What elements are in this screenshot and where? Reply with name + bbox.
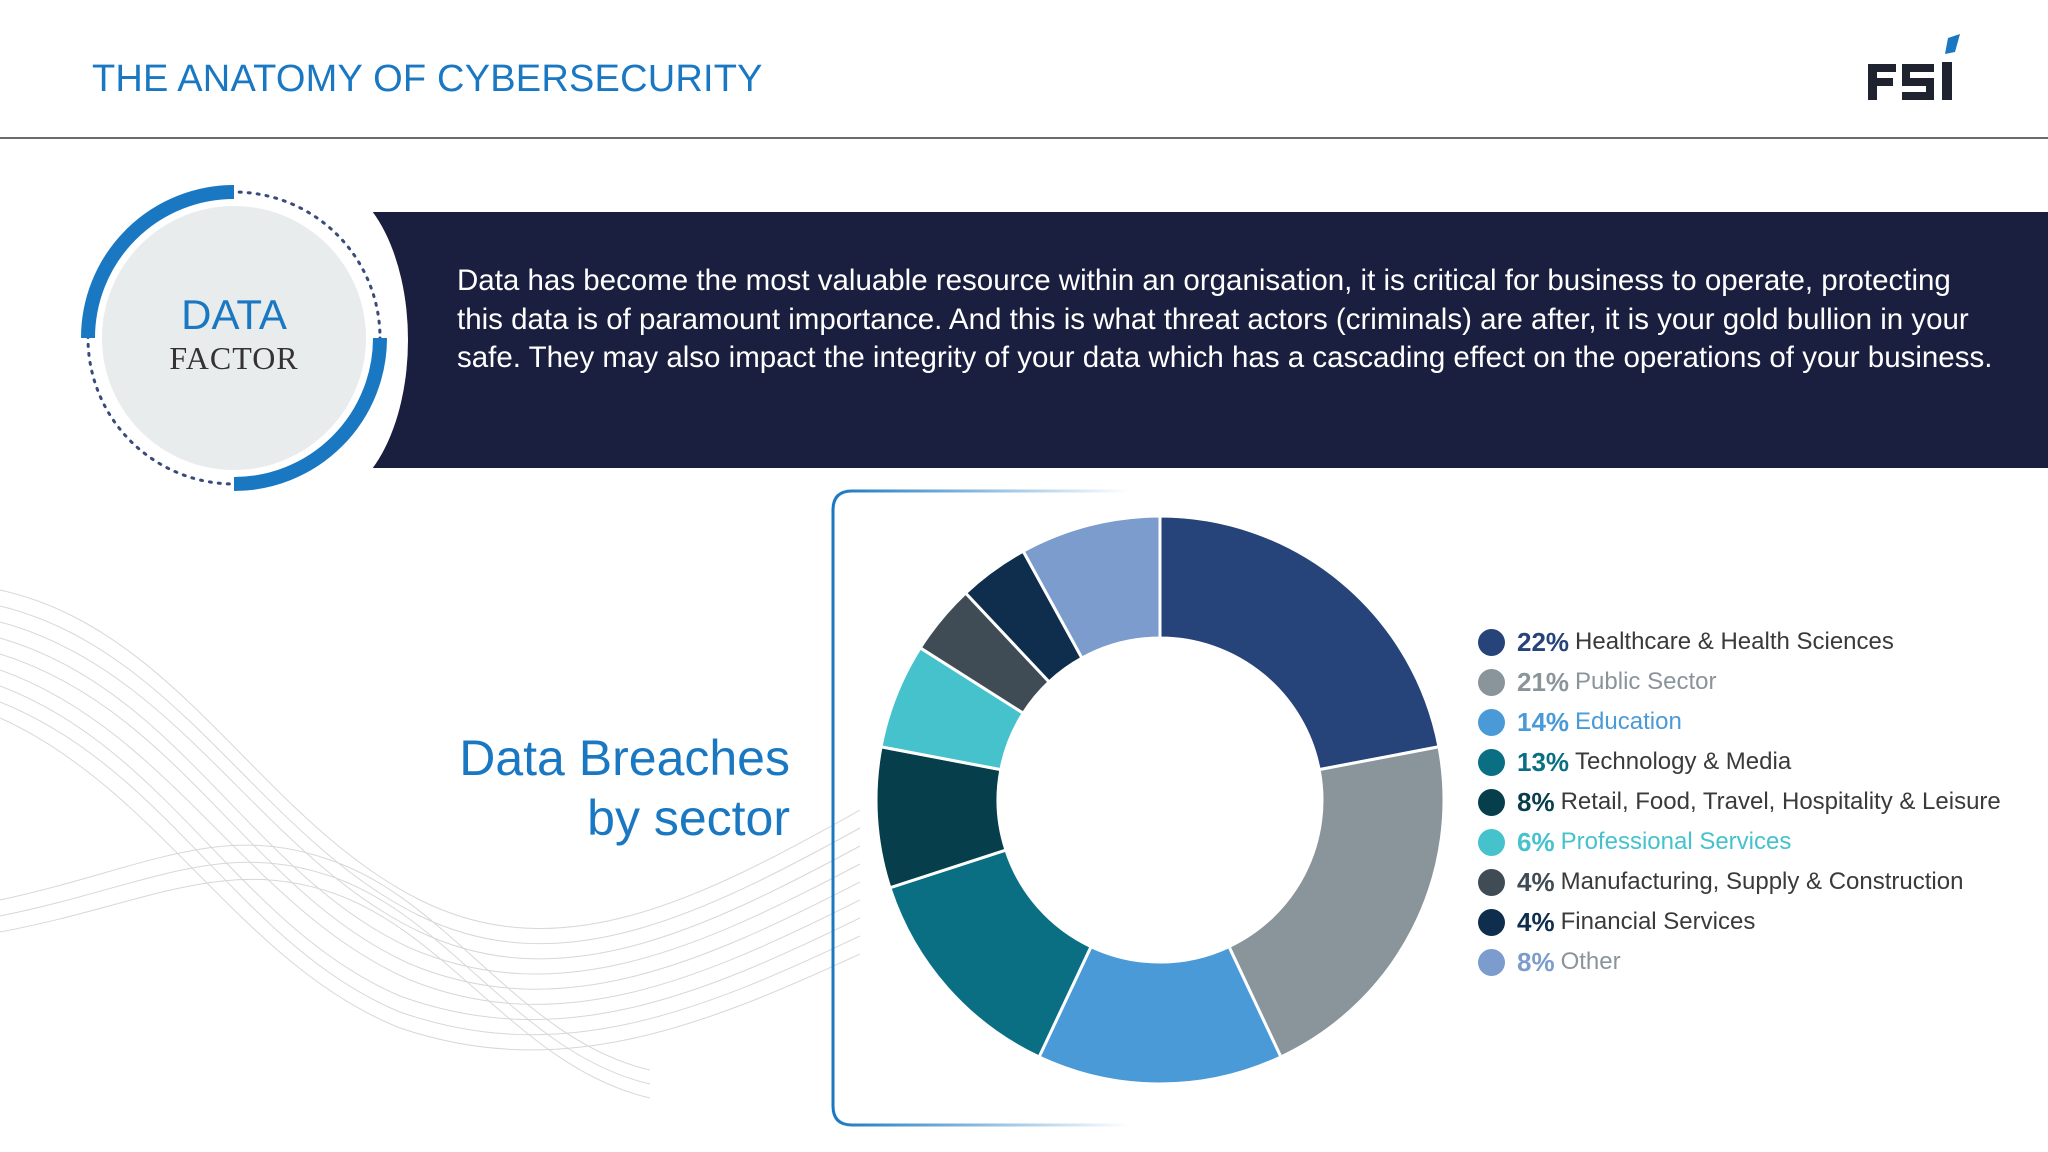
donut-slice-9 — [1021, 514, 1162, 661]
page-title: THE ANATOMY OF CYBERSECURITY — [92, 58, 763, 100]
legend-label: Financial Services — [1560, 908, 1756, 935]
legend-swatch — [1478, 628, 1505, 656]
legend-label: Public Sector — [1575, 668, 1717, 695]
legend-swatch — [1478, 668, 1505, 696]
legend-value: 22% — [1517, 626, 1570, 657]
legend-swatch — [1478, 908, 1505, 936]
legend-value: 6% — [1517, 826, 1555, 857]
legend-label: Manufacturing, Supply & Construction — [1560, 868, 1964, 895]
legend-value: 21% — [1517, 666, 1570, 697]
legend-swatch — [1478, 828, 1505, 856]
legend-item: 13% Technology & Media — [1478, 742, 2001, 782]
legend-value: 8% — [1517, 946, 1555, 977]
donut-slice-1 — [1158, 514, 1441, 772]
legend-swatch — [1478, 788, 1505, 816]
legend-item: 6% Professional Services — [1478, 822, 2001, 862]
section-title-line2: by sector — [587, 790, 790, 846]
legend-label: Healthcare & Health Sciences — [1575, 628, 1894, 655]
legend-swatch — [1478, 948, 1505, 976]
legend-swatch — [1478, 868, 1505, 896]
header-divider — [0, 137, 2048, 139]
legend-value: 4% — [1517, 906, 1555, 937]
legend-swatch — [1478, 748, 1505, 776]
legend-item: 14% Education — [1478, 702, 2001, 742]
decorative-wave — [0, 589, 860, 1099]
legend-label: Education — [1575, 708, 1682, 735]
legend-item: 8% Other — [1478, 942, 2001, 982]
legend-swatch — [1478, 708, 1505, 736]
intro-banner — [346, 212, 2048, 468]
legend-value: 13% — [1517, 746, 1570, 777]
data-factor-badge — [81, 185, 387, 491]
legend-value: 8% — [1517, 786, 1555, 817]
legend-item: 22% Healthcare & Health Sciences — [1478, 622, 2001, 662]
donut-slice-2 — [1226, 745, 1446, 1059]
chart-legend: 22% Healthcare & Health Sciences 21% Public… — [1478, 622, 2001, 982]
section-title-line1: Data Breaches — [459, 730, 790, 786]
legend-value: 14% — [1517, 706, 1570, 737]
legend-label: Technology & Media — [1575, 748, 1792, 775]
sector-donut-chart — [874, 514, 1446, 1086]
legend-label: Professional Services — [1560, 828, 1792, 855]
legend-value: 4% — [1517, 866, 1555, 897]
intro-text: Data has become the most valuable resour… — [457, 264, 1993, 374]
legend-label: Retail, Food, Travel, Hospitality & Leis… — [1560, 788, 2001, 815]
badge-title: DATA — [181, 291, 287, 338]
legend-label: Other — [1560, 948, 1621, 975]
legend-item: 4% Manufacturing, Supply & Construction — [1478, 862, 2001, 902]
fsi-logo — [1868, 34, 1960, 100]
legend-item: 8% Retail, Food, Travel, Hospitality & Le… — [1478, 782, 2001, 822]
chart-frame — [831, 489, 1130, 1127]
legend-item: 21% Public Sector — [1478, 662, 2001, 702]
legend-item: 4% Financial Services — [1478, 902, 2001, 942]
section-title: Data Breaches by sector — [360, 728, 790, 848]
badge-subtitle: FACTOR — [169, 340, 299, 376]
